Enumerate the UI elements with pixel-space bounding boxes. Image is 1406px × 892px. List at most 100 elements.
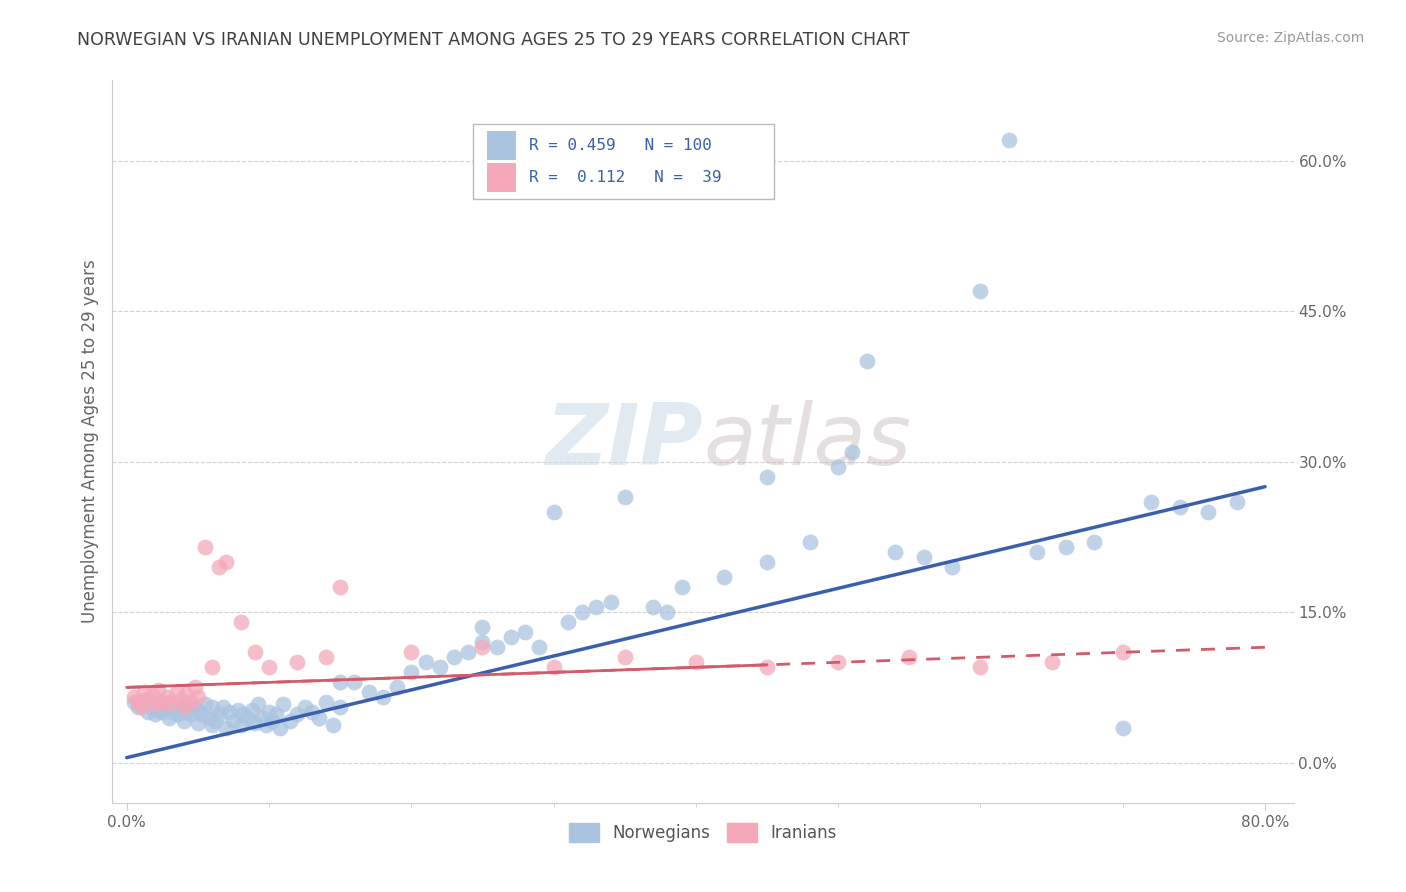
Point [208, 560, 231, 574]
Point [1197, 505, 1219, 519]
Point [215, 721, 238, 735]
Point [173, 700, 195, 714]
Point [643, 600, 665, 615]
Point [1054, 540, 1077, 554]
Point [301, 706, 323, 720]
Point [218, 706, 240, 720]
Point [166, 707, 188, 722]
Point [827, 655, 849, 669]
Point [998, 133, 1021, 147]
Point [685, 655, 707, 669]
Point [1112, 645, 1135, 659]
Point [613, 650, 636, 665]
Point [1112, 721, 1135, 735]
Point [243, 715, 266, 730]
Point [756, 555, 779, 569]
Point [136, 693, 159, 707]
Point [257, 660, 280, 674]
Point [513, 625, 536, 640]
Point [280, 714, 302, 728]
Point [471, 620, 494, 634]
Point [371, 690, 394, 705]
Point [969, 660, 991, 674]
Point [170, 700, 193, 714]
Point [166, 685, 188, 699]
Point [250, 710, 273, 724]
Point [157, 698, 180, 712]
Point [240, 703, 263, 717]
Point [315, 696, 337, 710]
Point [201, 700, 224, 714]
Point [187, 715, 209, 730]
Point [150, 696, 173, 710]
Point [201, 660, 224, 674]
Point [827, 459, 849, 474]
Point [269, 721, 291, 735]
Point [499, 630, 522, 644]
Point [157, 710, 180, 724]
Point [141, 687, 163, 701]
Point [529, 640, 551, 655]
Point [122, 690, 145, 705]
Point [287, 707, 309, 722]
Point [232, 707, 254, 722]
Point [236, 710, 259, 724]
Point [180, 696, 202, 710]
Point [557, 615, 579, 630]
Point [1083, 535, 1105, 549]
Point [208, 707, 231, 722]
Point [184, 700, 207, 714]
Point [246, 698, 269, 712]
Point [443, 650, 465, 665]
Text: NORWEGIAN VS IRANIAN UNEMPLOYMENT AMONG AGES 25 TO 29 YEARS CORRELATION CHART: NORWEGIAN VS IRANIAN UNEMPLOYMENT AMONG … [77, 31, 910, 49]
Point [884, 545, 907, 559]
Text: R = 0.459   N = 100: R = 0.459 N = 100 [530, 137, 713, 153]
Point [243, 645, 266, 659]
Point [122, 696, 145, 710]
Point [855, 354, 877, 368]
Text: atlas: atlas [703, 400, 911, 483]
Point [429, 660, 451, 674]
Point [136, 706, 159, 720]
Point [146, 703, 169, 717]
Point [180, 707, 202, 722]
Point [1168, 500, 1191, 514]
Point [146, 683, 169, 698]
Point [898, 650, 921, 665]
Point [1040, 655, 1063, 669]
Point [190, 707, 212, 722]
Point [1140, 494, 1163, 508]
Point [329, 580, 352, 594]
FancyBboxPatch shape [472, 124, 773, 200]
Point [184, 681, 207, 695]
Point [132, 685, 155, 699]
Point [157, 696, 180, 710]
Point [401, 645, 423, 659]
Point [457, 645, 479, 659]
Point [176, 687, 198, 701]
Point [229, 615, 252, 630]
Point [315, 650, 337, 665]
Point [254, 717, 277, 731]
Point [226, 703, 249, 717]
Point [176, 706, 198, 720]
Point [187, 703, 209, 717]
Point [187, 690, 209, 705]
Point [969, 284, 991, 298]
Text: ZIP: ZIP [546, 400, 703, 483]
Point [756, 469, 779, 483]
Text: R =  0.112   N =  39: R = 0.112 N = 39 [530, 170, 721, 186]
Point [357, 685, 380, 699]
Point [329, 675, 352, 690]
Point [322, 717, 344, 731]
Point [257, 706, 280, 720]
Point [585, 600, 607, 615]
Point [194, 698, 217, 712]
Point [215, 555, 238, 569]
Legend: Norwegians, Iranians: Norwegians, Iranians [562, 816, 844, 848]
Point [613, 490, 636, 504]
Point [201, 717, 224, 731]
Point [150, 706, 173, 720]
Point [155, 690, 177, 705]
Point [1026, 545, 1049, 559]
